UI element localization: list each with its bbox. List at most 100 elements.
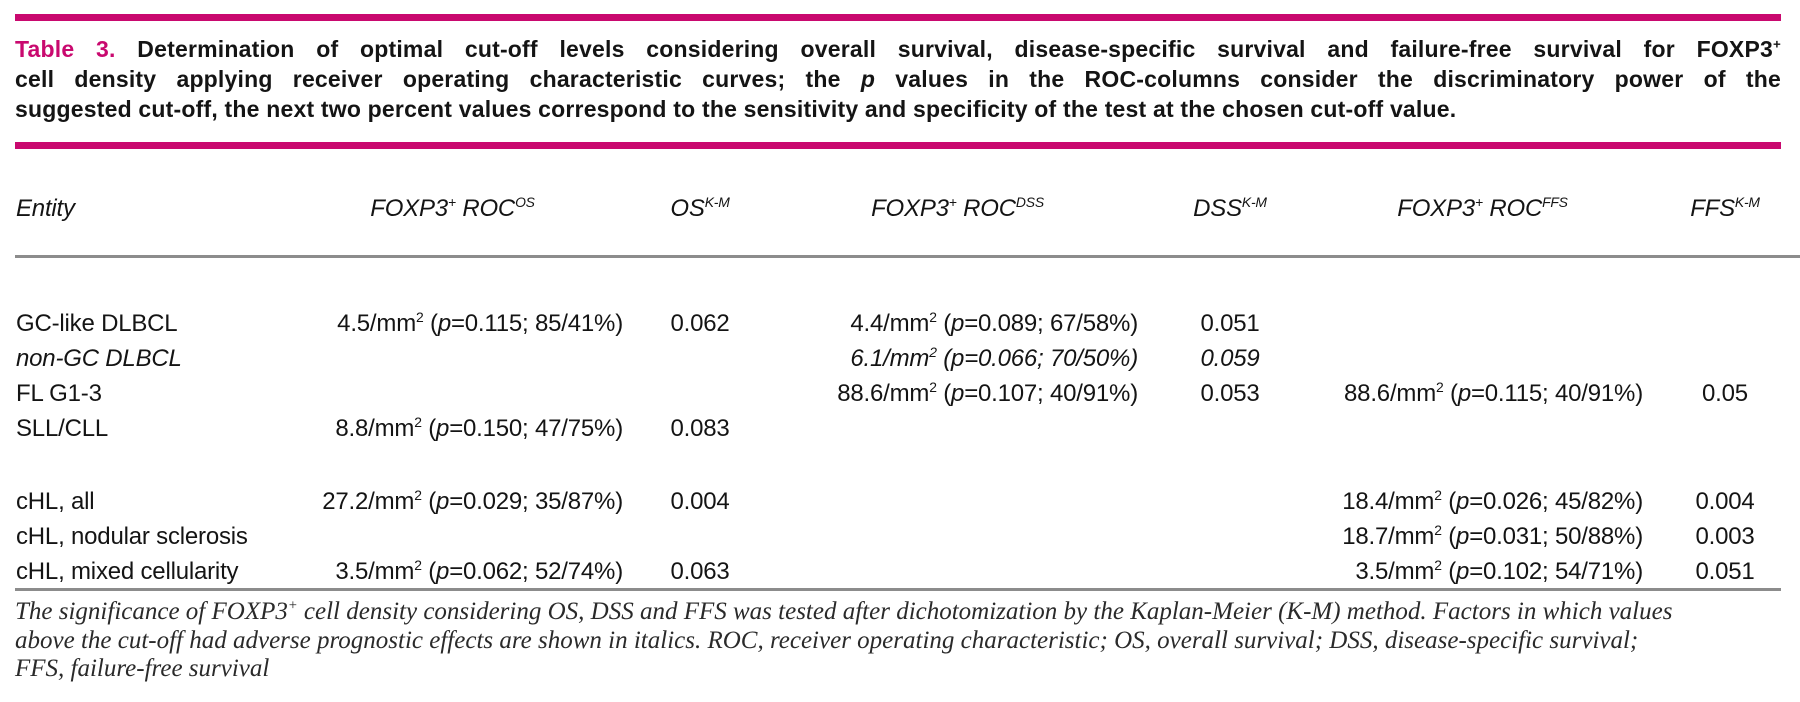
footnote-line-1: The significance of FOXP3+ cell density … bbox=[15, 597, 1673, 625]
cell-roc-dss bbox=[770, 484, 1145, 519]
footnote-divider-rule bbox=[15, 588, 1781, 591]
cell-roc-ffs bbox=[1315, 341, 1650, 376]
cell-ffs-km: 0.004 bbox=[1695, 488, 1755, 515]
header-ffs-km: FFSK-M bbox=[1650, 190, 1800, 258]
cell-roc-ffs: 3.5/mm2 (p=0.102; 54/71%) bbox=[1355, 557, 1643, 585]
cell-os-km: 0.004 bbox=[670, 488, 730, 515]
header-ffs-km-base: FFS bbox=[1690, 195, 1735, 222]
mm2-superscript: 2 bbox=[929, 309, 937, 325]
mm2-superscript: 2 bbox=[929, 379, 937, 395]
header-os-km: OSK-M bbox=[630, 190, 770, 258]
mm2-superscript: 2 bbox=[414, 414, 422, 430]
caption-text-2b: values in the ROC-columns consider the d… bbox=[875, 66, 1781, 92]
cell-dss-km bbox=[1145, 411, 1315, 446]
cell-os-km: 0.063 bbox=[670, 558, 730, 585]
cell-os-km bbox=[630, 519, 770, 554]
cell-roc-dss: 6.1/mm2 (p=0.066; 70/50%) bbox=[850, 344, 1138, 372]
group-gap-row bbox=[15, 446, 1800, 484]
header-roc-os: FOXP3+ ROCOS bbox=[275, 190, 630, 258]
cell-ffs-km bbox=[1650, 411, 1800, 446]
table-row: GC-like DLBCL 4.5/mm2 (p=0.115; 85/41%) … bbox=[15, 306, 1800, 341]
cell-os-km: 0.083 bbox=[670, 415, 730, 442]
cell-roc-os bbox=[275, 376, 630, 411]
cell-entity: FL G1-3 bbox=[16, 380, 102, 407]
mm2-superscript: 2 bbox=[929, 344, 937, 360]
cell-roc-os bbox=[275, 341, 630, 376]
cell-ffs-km: 0.05 bbox=[1702, 380, 1748, 407]
footnote: The significance of FOXP3+ cell density … bbox=[15, 598, 1775, 684]
header-entity: Entity bbox=[15, 190, 275, 258]
mm2-superscript: 2 bbox=[1436, 379, 1444, 395]
header-os-km-base: OS bbox=[670, 195, 705, 222]
mm2-superscript: 2 bbox=[1434, 557, 1442, 573]
caption-label: Table 3. bbox=[15, 36, 116, 62]
cell-entity: SLL/CLL bbox=[16, 415, 108, 442]
cell-roc-dss: 88.6/mm2 (p=0.107; 40/91%) bbox=[837, 379, 1138, 407]
table-row: FL G1-3 88.6/mm2 (p=0.107; 40/91%) 0.053… bbox=[15, 376, 1800, 411]
header-roc-os-base: FOXP3 bbox=[370, 195, 448, 222]
caption-text-1: Determination of optimal cut-off levels … bbox=[115, 36, 1773, 62]
results-table: Entity FOXP3+ ROCOS OSK-M FOXP3+ ROCDSS … bbox=[15, 190, 1800, 589]
cell-dss-km: 0.059 bbox=[1200, 345, 1260, 372]
cell-os-km: 0.062 bbox=[670, 310, 730, 337]
caption-p-italic: p bbox=[860, 66, 876, 92]
header-roc-os-sup: OS bbox=[515, 194, 535, 210]
cell-dss-km: 0.053 bbox=[1200, 380, 1260, 407]
footnote-line-2: above the cut-off had adverse prognostic… bbox=[15, 626, 1639, 654]
header-ffs-km-sup: K-M bbox=[1734, 194, 1760, 210]
top-accent-bar bbox=[15, 14, 1781, 21]
spacer-row bbox=[15, 257, 1800, 307]
header-roc-ffs-base: FOXP3 bbox=[1397, 195, 1475, 222]
table-row: SLL/CLL 8.8/mm2 (p=0.150; 47/75%) 0.083 bbox=[15, 411, 1800, 446]
mm2-superscript: 2 bbox=[1434, 487, 1442, 503]
caption-line-2: cell density applying receiver operating… bbox=[15, 64, 1781, 94]
header-roc-os-plus: + bbox=[447, 194, 456, 210]
cell-entity: cHL, all bbox=[16, 488, 95, 515]
cell-dss-km: 0.051 bbox=[1200, 310, 1260, 337]
caption-line-3: suggested cut-off, the next two percent … bbox=[15, 96, 1457, 122]
foxp3-superscript: + bbox=[287, 597, 298, 614]
header-roc-dss: FOXP3+ ROCDSS bbox=[770, 190, 1145, 258]
cell-entity: non-GC DLBCL bbox=[16, 345, 182, 372]
cell-roc-dss: 4.4/mm2 (p=0.089; 67/58%) bbox=[850, 309, 1138, 337]
cell-os-km bbox=[630, 376, 770, 411]
header-os-km-sup: K-M bbox=[704, 194, 730, 210]
caption-divider-bar bbox=[15, 142, 1781, 149]
cell-roc-dss bbox=[770, 554, 1145, 589]
cell-roc-ffs: 88.6/mm2 (p=0.115; 40/91%) bbox=[1344, 379, 1643, 407]
cell-roc-os: 4.5/mm2 (p=0.115; 85/41%) bbox=[337, 309, 623, 337]
caption-text-2a: cell density applying receiver operating… bbox=[15, 66, 861, 92]
table-row: cHL, mixed cellularity 3.5/mm2 (p=0.062;… bbox=[15, 554, 1800, 589]
footnote-line-3: FFS, failure-free survival bbox=[15, 655, 270, 682]
header-roc-dss-base: FOXP3 bbox=[871, 195, 949, 222]
cell-roc-ffs: 18.4/mm2 (p=0.026; 45/82%) bbox=[1342, 487, 1643, 515]
foxp3-superscript: + bbox=[1773, 36, 1781, 52]
cell-roc-os bbox=[275, 519, 630, 554]
table-row: non-GC DLBCL 6.1/mm2 (p=0.066; 70/50%) 0… bbox=[15, 341, 1800, 376]
mm2-superscript: 2 bbox=[414, 557, 422, 573]
cell-roc-dss bbox=[770, 519, 1145, 554]
cell-roc-os: 27.2/mm2 (p=0.029; 35/87%) bbox=[322, 487, 623, 515]
header-roc-dss-sup: DSS bbox=[1015, 194, 1044, 210]
header-roc-os-roc: ROC bbox=[455, 195, 516, 222]
cell-entity: cHL, mixed cellularity bbox=[16, 558, 239, 585]
cell-roc-dss bbox=[770, 411, 1145, 446]
mm2-superscript: 2 bbox=[414, 487, 422, 503]
cell-ffs-km bbox=[1650, 306, 1800, 341]
mm2-superscript: 2 bbox=[1434, 522, 1442, 538]
cell-roc-ffs bbox=[1315, 411, 1650, 446]
header-dss-km-base: DSS bbox=[1193, 195, 1242, 222]
table-row: cHL, nodular sclerosis 18.7/mm2 (p=0.031… bbox=[15, 519, 1800, 554]
cell-os-km bbox=[630, 341, 770, 376]
cell-ffs-km: 0.003 bbox=[1695, 523, 1755, 550]
header-roc-ffs-sup: FFS bbox=[1542, 194, 1568, 210]
header-dss-km: DSSK-M bbox=[1145, 190, 1315, 258]
cell-roc-ffs: 18.7/mm2 (p=0.031; 50/88%) bbox=[1342, 522, 1643, 550]
cell-dss-km bbox=[1145, 484, 1315, 519]
cell-roc-ffs bbox=[1315, 306, 1650, 341]
cell-ffs-km: 0.051 bbox=[1695, 558, 1755, 585]
cell-entity: cHL, nodular sclerosis bbox=[16, 523, 248, 550]
table-row: cHL, all 27.2/mm2 (p=0.029; 35/87%) 0.00… bbox=[15, 484, 1800, 519]
header-roc-ffs-roc: ROC bbox=[1482, 195, 1543, 222]
